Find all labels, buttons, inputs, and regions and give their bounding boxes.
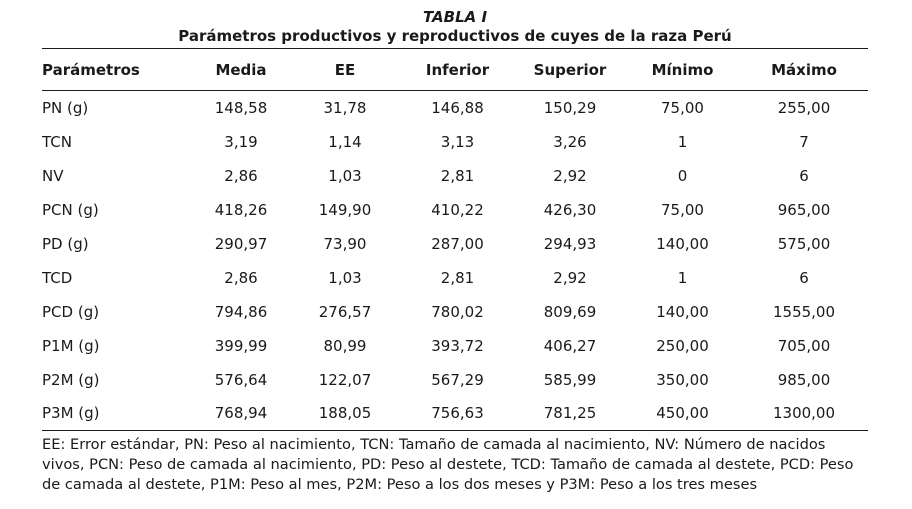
- table-cell: 1555,00: [772, 302, 836, 321]
- table-cell: 146,88: [431, 98, 484, 117]
- table-label: TABLA I: [422, 8, 488, 26]
- table-cell: 75,00: [661, 200, 704, 219]
- table-cell: 255,00: [777, 98, 831, 117]
- table-cell: 794,86: [214, 302, 268, 321]
- table-cell: 250,00: [656, 336, 709, 355]
- table-row: TCD 2,86 1,03 2,81 2,92 1 6: [42, 261, 868, 295]
- table-cell: 2,81: [440, 268, 475, 287]
- table-cell: 756,63: [431, 404, 484, 423]
- table-cell: 393,72: [431, 336, 484, 355]
- data-table: Parámetros Media EE Inferior Superior Mí…: [42, 48, 868, 431]
- table-row: PCN (g) 418,26 149,90 410,22 426,30 75,00 965,…: [42, 193, 868, 227]
- table-cell: 809,69: [543, 302, 597, 321]
- table-body: PN (g) 148,58 31,78 146,88 150,29 75,00 255,00…: [42, 91, 868, 431]
- table-row: P2M (g) 576,64 122,07 567,29 585,99 350,00 985…: [42, 363, 868, 397]
- table-cell: 780,02: [431, 302, 484, 321]
- table-title: Parámetros productivos y reproductivos d…: [178, 27, 732, 45]
- table-cell: 276,57: [318, 302, 372, 321]
- table-cell: 7: [799, 132, 809, 151]
- header-media: Media: [215, 60, 267, 79]
- table-cell: 418,26: [214, 200, 268, 219]
- table-cell: 2,86: [224, 166, 258, 185]
- table-cell: 290,97: [214, 234, 268, 253]
- table-cell: 406,27: [543, 336, 597, 355]
- table-row: NV 2,86 1,03 2,81 2,92 0 6: [42, 159, 868, 193]
- table-cell: 1: [677, 268, 688, 287]
- header-superior: Superior: [533, 60, 607, 79]
- table-row: PN (g) 148,58 31,78 146,88 150,29 75,00 255,00: [42, 91, 868, 125]
- table-caption: TABLA I Parámetros productivos y reprodu…: [42, 8, 868, 46]
- table-cell: 287,00: [431, 234, 484, 253]
- table-cell: 965,00: [777, 200, 831, 219]
- table-cell: 410,22: [431, 200, 484, 219]
- table-cell: 122,07: [318, 370, 372, 389]
- table-cell: 73,90: [323, 234, 367, 253]
- table-cell: 585,99: [543, 370, 597, 389]
- table-cell: 768,94: [214, 404, 268, 423]
- table-cell: 399,99: [214, 336, 268, 355]
- table-cell: 75,00: [661, 98, 704, 117]
- table-cell: 1: [677, 132, 688, 151]
- table-cell: 781,25: [543, 404, 597, 423]
- table-cell: 450,00: [656, 404, 709, 423]
- table-row: PD (g) 290,97 73,90 287,00 294,93 140,00 575,0…: [42, 227, 868, 261]
- table-cell: 0: [677, 166, 688, 185]
- table-cell: 1,14: [328, 132, 362, 151]
- table-cell: 80,99: [323, 336, 367, 355]
- row-parameter: TCD: [42, 268, 73, 287]
- row-parameter: PCN (g): [42, 200, 99, 219]
- header-maximo: Máximo: [771, 60, 837, 79]
- table-cell: 6: [799, 268, 809, 287]
- table-cell: 3,26: [553, 132, 587, 151]
- table-cell: 2,92: [553, 268, 587, 287]
- table-cell: 1,03: [328, 166, 362, 185]
- document-page: TABLA I Parámetros productivos y reprodu…: [42, 8, 868, 495]
- row-parameter: PD (g): [42, 234, 89, 253]
- row-parameter: P2M (g): [42, 370, 100, 389]
- table-cell: 705,00: [777, 336, 831, 355]
- table-cell: 3,19: [224, 132, 258, 151]
- header-row: Parámetros Media EE Inferior Superior Mí…: [42, 49, 868, 91]
- table-cell: 6: [799, 166, 809, 185]
- header-parametros: Parámetros: [42, 60, 140, 79]
- table-cell: 426,30: [543, 200, 597, 219]
- row-parameter: PN (g): [42, 98, 89, 117]
- table-cell: 2,86: [224, 268, 258, 287]
- table-footnote: EE: Error estándar, PN: Peso al nacimien…: [42, 436, 854, 493]
- header-inferior: Inferior: [425, 60, 490, 79]
- header-minimo: Mínimo: [651, 60, 714, 79]
- table-cell: 150,29: [543, 98, 597, 117]
- table-row: P1M (g) 399,99 80,99 393,72 406,27 250,00 705,…: [42, 329, 868, 363]
- table-row: P3M (g) 768,94 188,05 756,63 781,25 450,00 130…: [42, 397, 868, 431]
- table-cell: 576,64: [214, 370, 268, 389]
- table-cell: 575,00: [777, 234, 831, 253]
- table-cell: 567,29: [431, 370, 484, 389]
- table-cell: 31,78: [323, 98, 367, 117]
- row-parameter: NV: [42, 166, 64, 185]
- table-cell: 985,00: [777, 370, 831, 389]
- table-cell: 188,05: [318, 404, 372, 423]
- table-cell: 294,93: [543, 234, 597, 253]
- row-parameter: P3M (g): [42, 404, 100, 423]
- row-parameter: P1M (g): [42, 336, 100, 355]
- table-row: PCD (g) 794,86 276,57 780,02 809,69 140,00 155…: [42, 295, 868, 329]
- table-cell: 2,92: [553, 166, 587, 185]
- table-cell: 149,90: [318, 200, 372, 219]
- table-cell: 3,13: [440, 132, 475, 151]
- table-cell: 148,58: [214, 98, 268, 117]
- header-ee: EE: [334, 60, 356, 79]
- table-header: Parámetros Media EE Inferior Superior Mí…: [42, 48, 868, 91]
- table-cell: 1,03: [328, 268, 362, 287]
- table-cell: 140,00: [656, 302, 709, 321]
- table-row: TCN 3,19 1,14 3,13 3,26 1 7: [42, 125, 868, 159]
- row-parameter: TCN: [42, 132, 72, 151]
- table-cell: 2,81: [440, 166, 475, 185]
- table-cell: 350,00: [656, 370, 709, 389]
- row-parameter: PCD (g): [42, 302, 100, 321]
- table-cell: 1300,00: [772, 404, 836, 423]
- table-cell: 140,00: [656, 234, 709, 253]
